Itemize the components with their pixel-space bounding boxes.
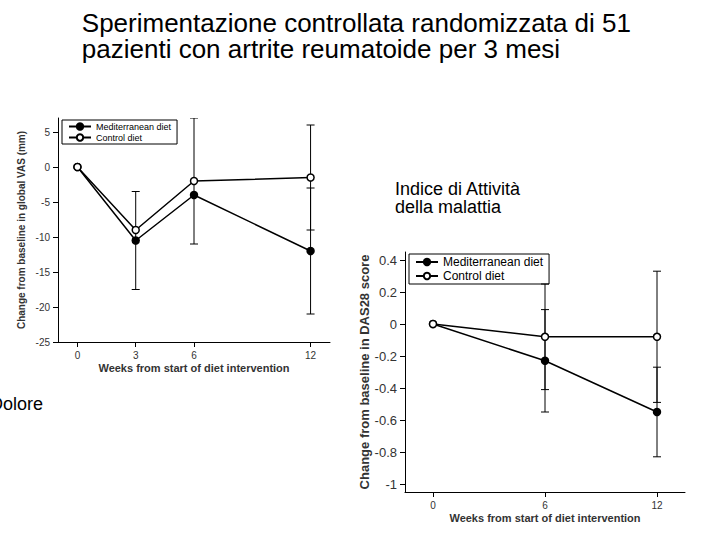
svg-text:-25: -25 bbox=[36, 337, 51, 348]
svg-text:-5: -5 bbox=[41, 197, 50, 208]
svg-text:0: 0 bbox=[44, 162, 50, 173]
svg-text:6: 6 bbox=[191, 350, 197, 361]
svg-text:12: 12 bbox=[651, 500, 663, 511]
svg-text:6: 6 bbox=[542, 500, 548, 511]
svg-text:Control diet: Control diet bbox=[443, 269, 505, 283]
svg-text:Indice di Attività: Indice di Attività bbox=[395, 179, 525, 199]
svg-text:-20: -20 bbox=[36, 302, 51, 313]
svg-text:-10: -10 bbox=[36, 232, 51, 243]
svg-text:0.2: 0.2 bbox=[379, 285, 397, 300]
svg-text:Sperimentazione controllata ra: Sperimentazione controllata randomizzata… bbox=[81, 8, 639, 38]
svg-text:pazienti con artrite reumatoid: pazienti con artrite reumatoide per 3 me… bbox=[82, 34, 560, 64]
svg-text:Change from baseline in global: Change from baseline in global VAS (mm) bbox=[16, 131, 27, 329]
svg-text:della malattia: della malattia bbox=[395, 197, 502, 217]
svg-text:Dolore: Dolore bbox=[0, 394, 43, 414]
svg-text:-0.6: -0.6 bbox=[375, 413, 397, 428]
svg-text:3: 3 bbox=[133, 350, 139, 361]
svg-text:-0.4: -0.4 bbox=[375, 381, 397, 396]
svg-text:5: 5 bbox=[44, 127, 50, 138]
svg-text:-1: -1 bbox=[385, 477, 397, 492]
svg-text:-15: -15 bbox=[36, 267, 51, 278]
svg-text:Weeks from start of diet inter: Weeks from start of diet intervention bbox=[98, 362, 289, 374]
svg-text:0: 0 bbox=[430, 500, 436, 511]
svg-text:Mediterranean diet: Mediterranean diet bbox=[443, 255, 544, 269]
svg-text:0: 0 bbox=[75, 350, 81, 361]
svg-text:0: 0 bbox=[390, 317, 397, 332]
svg-text:Control diet: Control diet bbox=[96, 133, 143, 143]
svg-text:0.4: 0.4 bbox=[379, 253, 397, 268]
svg-text:-0.8: -0.8 bbox=[375, 445, 397, 460]
svg-text:-0.2: -0.2 bbox=[375, 349, 397, 364]
svg-text:Change from baseline in DAS28: Change from baseline in DAS28 score bbox=[357, 255, 372, 490]
svg-text:12: 12 bbox=[305, 350, 317, 361]
svg-text:Weeks from start of diet inter: Weeks from start of diet intervention bbox=[449, 512, 640, 524]
svg-text:Mediterranean diet: Mediterranean diet bbox=[96, 122, 172, 132]
